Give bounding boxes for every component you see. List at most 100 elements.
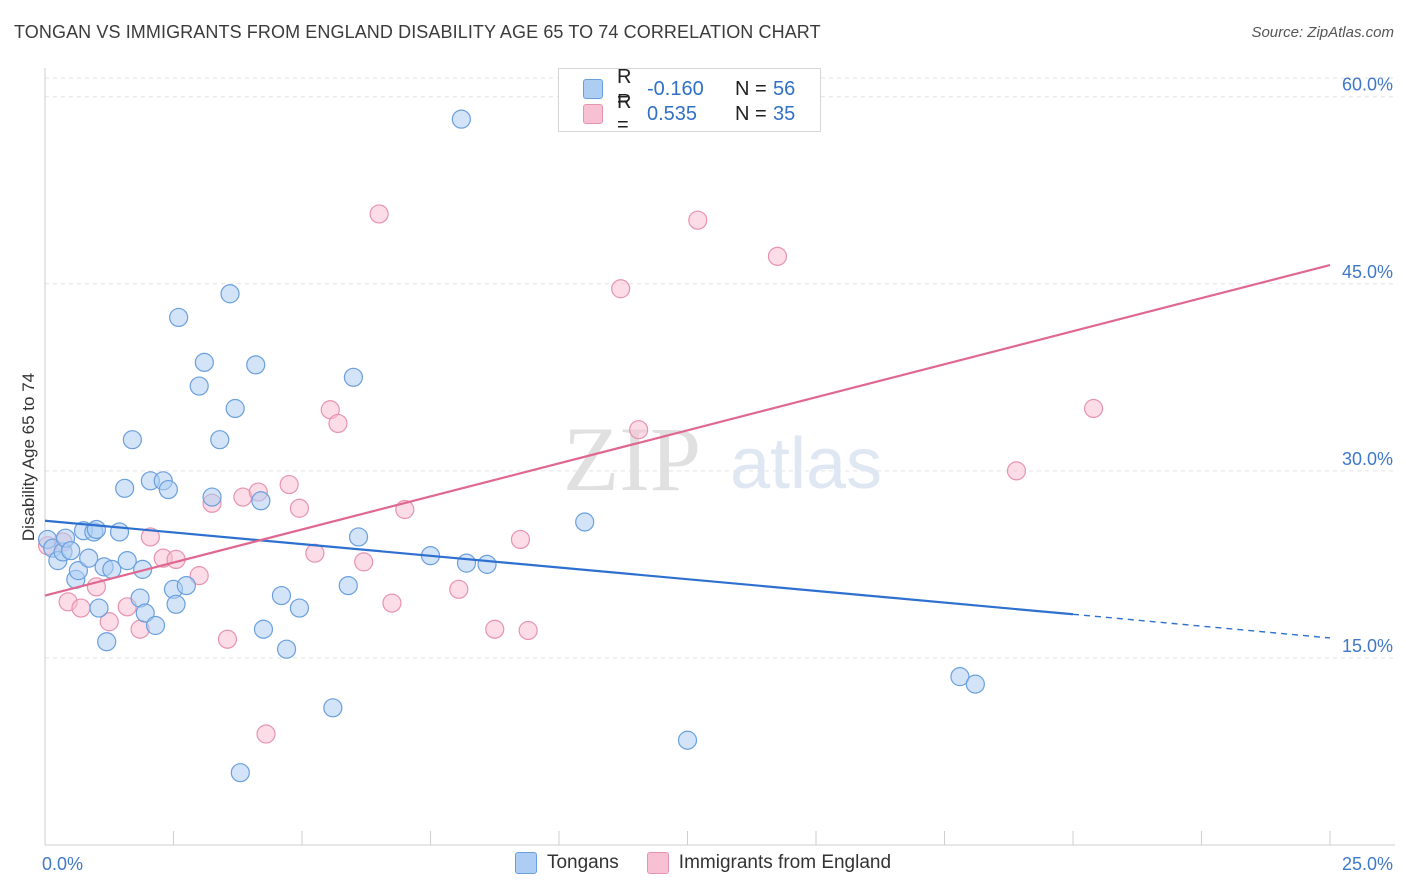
point-tongans [158, 479, 178, 500]
legend-r-label: R = [617, 66, 632, 111]
point-immigrants-from-england [305, 543, 325, 563]
legend-r-label: R = [617, 91, 632, 136]
y-tick-label: 30.0% [1342, 449, 1393, 469]
point-immigrants-from-england [217, 629, 238, 649]
trend-line-immigrants-from-england [44, 264, 1331, 597]
point-tongans [189, 376, 209, 396]
point-tongans [348, 527, 369, 547]
point-immigrants-from-england [99, 612, 119, 632]
point-immigrants-from-england [279, 474, 299, 495]
point-tongans [230, 763, 250, 783]
legend-row-tongans: R = -0.160 N = 56 [583, 66, 796, 111]
x-tick-label: 25.0% [1342, 854, 1393, 874]
legend-swatch-immigrants [583, 104, 603, 124]
legend-n-value: 35 [773, 102, 796, 125]
point-immigrants-from-england [510, 529, 531, 550]
tick-labels: 15.0% 30.0% 45.0% 60.0% 0.0% 25.0% [42, 75, 1393, 874]
point-tongans [210, 430, 230, 450]
point-tongans [115, 478, 135, 498]
y-tick-label: 60.0% [1342, 75, 1393, 95]
axes [44, 68, 1395, 846]
point-immigrants-from-england [354, 552, 374, 572]
y-tick-label: 45.0% [1342, 262, 1393, 282]
point-immigrants-from-england [688, 210, 708, 230]
trend-line-tongans [44, 519, 1074, 616]
point-tongans [276, 639, 297, 659]
point-tongans [477, 554, 497, 574]
point-tongans [338, 575, 358, 596]
point-immigrants-from-england [485, 619, 505, 639]
legend-row-immigrants: R = 0.535 N = 35 [583, 91, 796, 136]
point-tongans [456, 553, 477, 573]
point-tongans [68, 561, 89, 581]
point-tongans [220, 284, 240, 304]
point-tongans [169, 307, 189, 328]
legend-item-tongans[interactable]: Tongans [514, 852, 619, 874]
watermark-atlas: atlas [730, 424, 882, 504]
point-tongans [271, 585, 292, 606]
point-tongans [965, 674, 985, 694]
point-tongans [323, 698, 343, 718]
legend-item-immigrants[interactable]: Immigrants from England [646, 852, 892, 874]
legend-r-value: -0.160 [647, 77, 704, 100]
point-immigrants-from-england [86, 577, 107, 597]
point-immigrants-from-england [1083, 398, 1104, 419]
point-tongans [677, 730, 698, 750]
point-tongans [145, 615, 166, 636]
legend-n-label: N = [735, 102, 767, 125]
series-legend: Tongans Immigrants from England [0, 852, 1406, 874]
point-tongans [575, 512, 595, 532]
point-immigrants-from-england [382, 593, 402, 613]
point-immigrants-from-england [189, 566, 209, 586]
series-tongans-points [37, 109, 985, 783]
point-immigrants-from-england [611, 279, 631, 299]
legend-swatch-tongans [514, 852, 537, 874]
point-tongans [109, 522, 130, 542]
point-tongans [166, 594, 186, 614]
chart-title: TONGAN VS IMMIGRANTS FROM ENGLAND DISABI… [14, 22, 821, 42]
point-tongans [79, 548, 99, 568]
legend-swatch-tongans [583, 79, 603, 99]
legend-label-tongans: Tongans [546, 852, 619, 873]
point-immigrants-from-england [629, 420, 649, 440]
point-immigrants-from-england [518, 620, 538, 641]
y-axis-label: Disability Age 65 to 74 [19, 373, 38, 541]
legend-r-value: 0.535 [647, 102, 698, 125]
point-tongans [253, 619, 274, 639]
point-immigrants-from-england [328, 413, 348, 434]
point-immigrants-from-england [1006, 461, 1027, 481]
point-immigrants-from-england [140, 527, 160, 547]
point-tongans [117, 551, 137, 571]
legend-n-value: 56 [773, 77, 796, 100]
point-tongans [246, 355, 266, 375]
point-tongans [122, 430, 142, 450]
point-tongans [61, 541, 81, 561]
point-immigrants-from-england [71, 598, 91, 618]
legend-n-label: N = [735, 77, 767, 100]
watermark: ZIP atlas [563, 408, 882, 510]
legend-swatch-immigrants [646, 852, 669, 874]
point-tongans [194, 352, 214, 372]
point-tongans [202, 487, 222, 507]
point-tongans [225, 398, 245, 419]
point-tongans [176, 575, 196, 596]
source-credit: Source: ZipAtlas.com [1251, 24, 1394, 41]
point-immigrants-from-england [256, 724, 276, 744]
point-tongans [97, 632, 117, 652]
trend-lines [44, 264, 1331, 639]
point-tongans [950, 667, 970, 687]
correlation-legend: R = -0.160 N = 56 R = 0.535 N = 35 [558, 66, 821, 136]
point-tongans [451, 109, 471, 129]
x-tick-label: 0.0% [42, 854, 83, 874]
point-immigrants-from-england [767, 246, 788, 266]
legend-label-immigrants: Immigrants from England [678, 852, 892, 873]
point-tongans [89, 598, 109, 618]
point-immigrants-from-england [289, 498, 310, 518]
point-tongans [251, 491, 271, 511]
point-immigrants-from-england [449, 579, 469, 599]
trend-line-tongans-extension [1072, 613, 1331, 639]
point-tongans [343, 367, 363, 387]
point-immigrants-from-england [369, 204, 389, 224]
point-tongans [135, 603, 155, 623]
